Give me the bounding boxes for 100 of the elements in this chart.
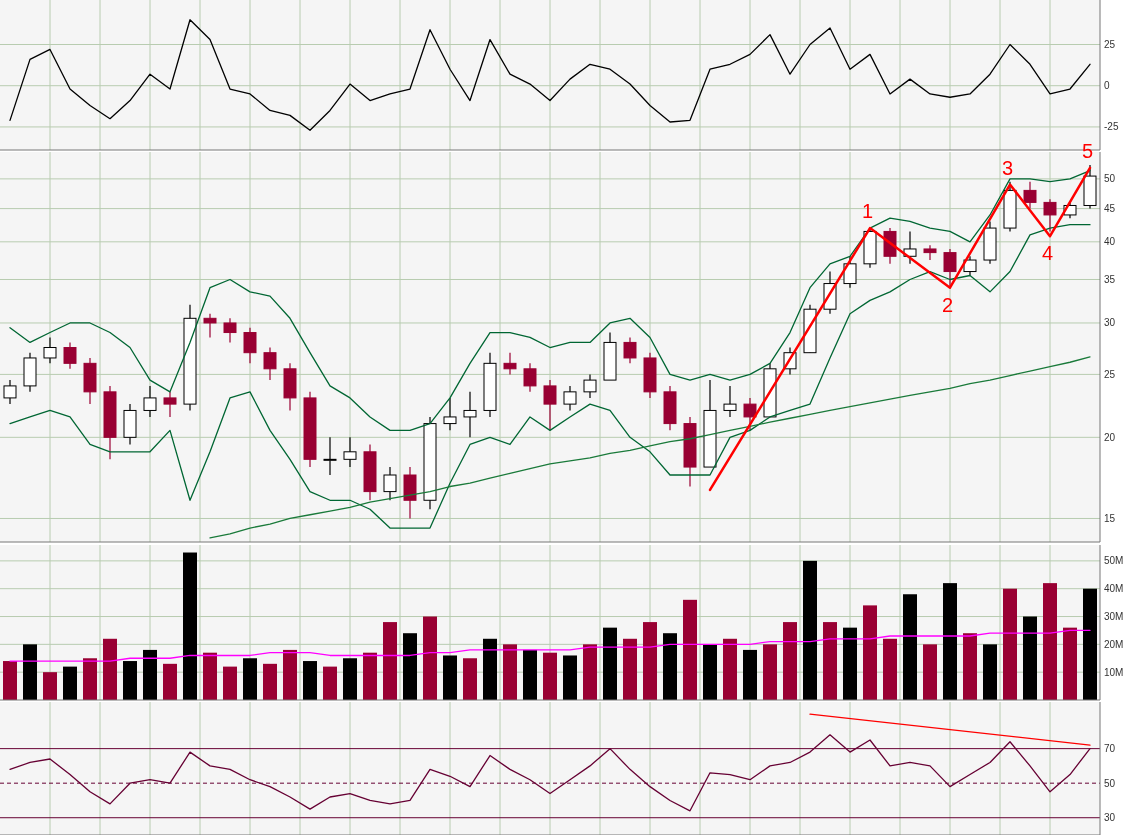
line-series bbox=[9, 224, 1091, 529]
candlestick bbox=[3, 379, 17, 405]
bar bbox=[383, 622, 397, 700]
candlestick bbox=[943, 248, 957, 289]
bar bbox=[303, 661, 317, 700]
bar bbox=[283, 649, 297, 700]
bar bbox=[203, 652, 217, 700]
candlestick bbox=[1023, 181, 1037, 210]
candlestick bbox=[323, 436, 337, 476]
y-tick-label: 10M bbox=[1104, 666, 1124, 678]
candlestick bbox=[743, 397, 757, 431]
bar bbox=[863, 605, 877, 700]
bar bbox=[503, 644, 517, 700]
candlestick bbox=[463, 391, 477, 438]
bar bbox=[743, 649, 757, 700]
candlestick bbox=[223, 317, 237, 344]
candlestick bbox=[963, 255, 977, 277]
bar bbox=[23, 644, 37, 700]
bar bbox=[323, 666, 337, 700]
bar bbox=[823, 622, 837, 700]
candlestick bbox=[143, 385, 157, 418]
bar bbox=[623, 638, 637, 700]
y-tick-label: 50 bbox=[1104, 777, 1116, 789]
y-tick-label: -25 bbox=[1104, 121, 1119, 133]
bar bbox=[263, 663, 277, 700]
bar bbox=[423, 616, 437, 700]
bar bbox=[343, 658, 357, 700]
bar bbox=[1003, 588, 1017, 700]
candlestick bbox=[523, 362, 537, 393]
y-tick-label: 20 bbox=[1104, 431, 1116, 443]
y-tick-label: 45 bbox=[1104, 203, 1116, 215]
candlestick bbox=[263, 346, 277, 381]
bar bbox=[463, 658, 477, 700]
line-series bbox=[9, 19, 1091, 131]
y-tick-label: 50 bbox=[1104, 173, 1116, 185]
annotation: 3 bbox=[1002, 156, 1014, 179]
bar bbox=[663, 633, 677, 700]
bar bbox=[83, 658, 97, 700]
bar bbox=[643, 622, 657, 700]
bar bbox=[63, 666, 77, 700]
annotation: 1 bbox=[862, 200, 874, 223]
candlestick bbox=[503, 352, 517, 375]
bar bbox=[43, 672, 57, 700]
candlestick bbox=[43, 336, 57, 364]
bar bbox=[3, 661, 17, 700]
candlestick bbox=[243, 327, 257, 364]
y-tick-label: 30 bbox=[1104, 812, 1116, 824]
y-tick-label: 40 bbox=[1104, 236, 1116, 248]
candlestick bbox=[1043, 198, 1057, 233]
bar bbox=[583, 644, 597, 700]
bar bbox=[443, 655, 457, 700]
candlestick bbox=[163, 391, 177, 418]
bar bbox=[543, 652, 557, 700]
bar bbox=[563, 655, 577, 700]
y-tick-label: 25 bbox=[1104, 368, 1116, 380]
candlestick bbox=[583, 373, 597, 399]
candlestick bbox=[63, 341, 77, 370]
bar bbox=[903, 594, 917, 700]
annotation: 4 bbox=[1042, 242, 1054, 265]
annotation: 5 bbox=[1082, 139, 1094, 162]
candlestick bbox=[923, 244, 937, 261]
bar bbox=[923, 644, 937, 700]
bar bbox=[783, 622, 797, 700]
y-tick-label: 35 bbox=[1104, 273, 1116, 285]
annotation: 2 bbox=[942, 293, 954, 316]
bar bbox=[1063, 627, 1077, 700]
bar bbox=[1023, 616, 1037, 700]
bar bbox=[1083, 588, 1097, 700]
candlestick bbox=[543, 379, 557, 431]
bar bbox=[403, 633, 417, 700]
bar bbox=[163, 663, 177, 700]
bar bbox=[983, 644, 997, 700]
line-series bbox=[9, 629, 1091, 662]
line-series bbox=[209, 356, 1091, 539]
bar bbox=[483, 638, 497, 700]
bar bbox=[143, 649, 157, 700]
y-tick-label: 40M bbox=[1104, 583, 1124, 595]
bar bbox=[883, 638, 897, 700]
bar bbox=[363, 652, 377, 700]
bar bbox=[843, 627, 857, 700]
bar bbox=[1043, 583, 1057, 700]
bar bbox=[763, 644, 777, 700]
y-tick-label: 30M bbox=[1104, 611, 1124, 623]
candlestick bbox=[843, 255, 857, 289]
bar bbox=[703, 644, 717, 700]
candlestick bbox=[203, 313, 217, 339]
bar bbox=[183, 552, 197, 700]
candlestick bbox=[563, 385, 577, 412]
bar bbox=[963, 633, 977, 700]
candlestick bbox=[343, 436, 357, 468]
bar bbox=[243, 658, 257, 700]
bar bbox=[683, 599, 697, 700]
candlestick bbox=[723, 385, 737, 418]
bar bbox=[603, 627, 617, 700]
bar bbox=[803, 560, 817, 700]
bar bbox=[943, 583, 957, 700]
y-tick-label: 50M bbox=[1104, 555, 1124, 567]
y-tick-label: 0 bbox=[1104, 80, 1110, 92]
bar bbox=[223, 666, 237, 700]
y-tick-label: 25 bbox=[1104, 39, 1116, 51]
